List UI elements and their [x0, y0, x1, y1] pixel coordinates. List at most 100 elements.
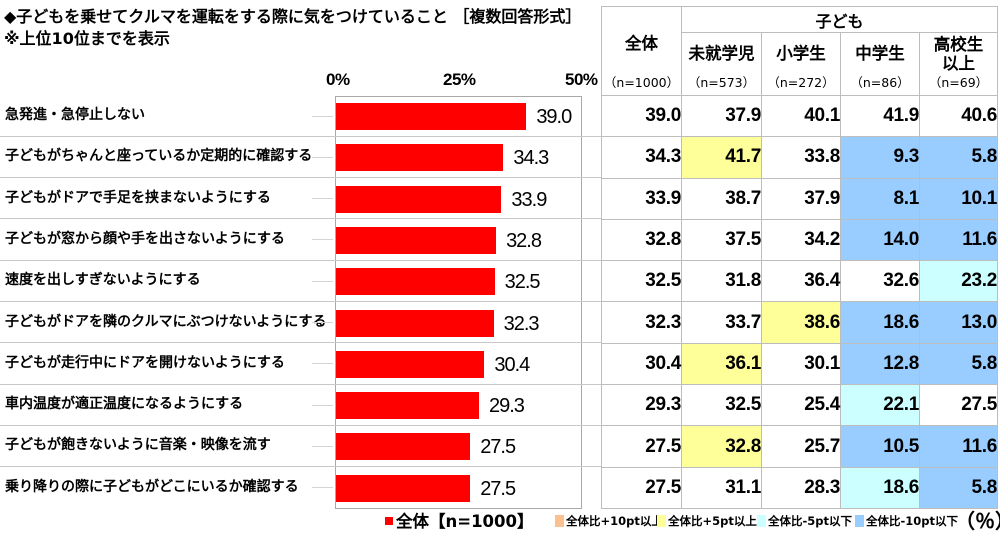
table-cell: 38.6	[761, 301, 841, 344]
table-cell: 5.8	[919, 466, 998, 509]
header-n: （n=1000）	[603, 75, 680, 90]
table-cell: 10.1	[919, 177, 998, 220]
table-cell: 18.6	[840, 301, 920, 344]
legend-swatch-cyan	[757, 515, 766, 527]
table-cell: 32.5	[601, 260, 682, 303]
legend-swatch-yellow	[657, 515, 666, 527]
category-label: 子どもがちゃんと座っているか定期的に確認する	[5, 148, 313, 165]
bar-value-label: 30.4	[494, 353, 530, 376]
header-name: 小学生	[776, 44, 826, 63]
table-cell: 23.2	[919, 260, 998, 303]
header-high-school-plus: 高校生 以上 （n=69）	[919, 32, 998, 96]
bar	[336, 268, 495, 296]
crosstab-table: 全体 （n=1000） 子ども 未就学児 （n=573） 小学生 （n=272）…	[601, 6, 998, 509]
bar-value-label: 27.5	[480, 436, 516, 459]
category-label: 子どもがドアを隣のクルマにぶつけないようにする	[5, 313, 327, 330]
row-separator	[0, 260, 601, 261]
table-cell: 41.9	[840, 94, 920, 138]
table-cell: 31.8	[681, 260, 762, 303]
table-cell: 33.8	[761, 136, 841, 179]
axis-tick-50: 50%	[565, 70, 598, 89]
table-cell: 9.3	[840, 136, 920, 179]
header-n: （n=86）	[850, 75, 910, 90]
bar-value-label: 34.3	[513, 147, 549, 170]
bar-value-label: 33.9	[511, 188, 547, 211]
axis-tick-0: 0%	[326, 70, 350, 89]
row-separator	[0, 342, 601, 343]
bar	[336, 392, 479, 420]
header-group-children: 子ども	[681, 6, 998, 33]
table-cell: 32.8	[681, 425, 762, 468]
chart-subtitle: ※上位10位までを表示	[4, 29, 170, 48]
category-label: 急発進・急停止しない	[5, 107, 145, 123]
table-row: 30.4 36.1 30.1 12.8 5.8	[601, 342, 998, 386]
table-row: 27.5 31.1 28.3 18.6 5.8	[601, 466, 998, 509]
legend-swatch-red	[385, 517, 393, 525]
table-cell: 40.6	[919, 94, 998, 138]
row-separator	[0, 136, 601, 137]
leader-line	[312, 363, 333, 364]
bar	[336, 474, 471, 502]
header-n: （n=69）	[928, 75, 989, 90]
bar-value-label: 29.3	[488, 395, 525, 418]
axis-tick-25: 25%	[443, 70, 476, 89]
header-total: 全体 （n=1000）	[601, 6, 682, 96]
category-label: 乗り降りの際に子どもがどこにいるか確認する	[5, 478, 299, 495]
leader-line	[312, 157, 333, 158]
table-cell: 39.0	[601, 94, 682, 138]
table-cell: 40.1	[761, 94, 841, 138]
table-cell: 32.5	[681, 384, 762, 427]
table-cell: 10.5	[840, 425, 920, 468]
bar	[336, 433, 471, 461]
leader-line	[312, 198, 333, 199]
legend-item-minus5: 全体比-5pt以下	[757, 514, 852, 528]
table-row: 32.5 31.8 36.4 32.6 23.2	[601, 260, 998, 303]
row-separator	[0, 384, 601, 385]
legend-label: 全体比+5pt以上	[668, 514, 757, 528]
table-cell: 30.4	[601, 342, 682, 386]
table-cell: 14.0	[840, 218, 920, 262]
table-cell: 5.8	[919, 136, 998, 179]
header-elementary: 小学生 （n=272）	[761, 32, 841, 96]
header-n: （n=573）	[687, 75, 756, 90]
legend-label: 全体【n=1000】	[396, 512, 534, 531]
table-cell: 12.8	[840, 342, 920, 386]
bar-value-label: 27.5	[480, 477, 516, 500]
table-cell: 32.3	[601, 301, 682, 344]
category-label: 子どもが走行中にドアを開けないようにする	[5, 354, 285, 371]
table-cell: 33.9	[601, 177, 682, 220]
table-cell: 27.5	[601, 425, 682, 468]
bar	[336, 309, 494, 337]
bar-value-label: 39.0	[536, 106, 572, 128]
bar-legend: 全体【n=1000】	[385, 511, 534, 533]
table-cell: 25.7	[761, 425, 841, 468]
legend-label: 全体比+10pt以上	[566, 514, 663, 528]
leader-line	[312, 322, 333, 323]
bar-value-label: 32.8	[506, 229, 542, 252]
table-cell: 32.8	[601, 218, 682, 262]
legend-swatch-blue	[855, 515, 864, 527]
table-cell: 30.1	[761, 342, 841, 386]
table-cell: 36.1	[681, 342, 762, 386]
table-cell: 37.5	[681, 218, 762, 262]
table-cell: 5.8	[919, 342, 998, 386]
table-cell: 18.6	[840, 466, 920, 509]
bar	[336, 350, 485, 378]
header-name-line1: 高校生	[933, 35, 984, 54]
table-cell: 38.7	[681, 177, 762, 220]
bar-value-label: 32.3	[503, 312, 540, 335]
category-label: 速度を出しすぎないようにする	[5, 272, 201, 289]
table-cell: 28.3	[761, 466, 841, 509]
table-row: 29.3 32.5 25.4 22.1 27.5	[601, 384, 998, 427]
header-name-line2: 以上	[942, 54, 975, 73]
legend-label: 全体比-5pt以下	[768, 514, 853, 528]
table-cell: 11.6	[919, 425, 998, 468]
table-cell: 31.1	[681, 466, 762, 509]
bar-value-label: 32.5	[504, 271, 541, 294]
row-separator	[0, 301, 601, 302]
table-cell: 11.6	[919, 218, 998, 262]
category-label: 車内温度が適正温度になるようにする	[5, 396, 244, 413]
table-cell: 34.3	[601, 136, 682, 179]
table-row: 27.5 32.8 25.7 10.5 11.6	[601, 425, 998, 468]
table-row: 33.9 38.7 37.9 8.1 10.1	[601, 177, 998, 220]
